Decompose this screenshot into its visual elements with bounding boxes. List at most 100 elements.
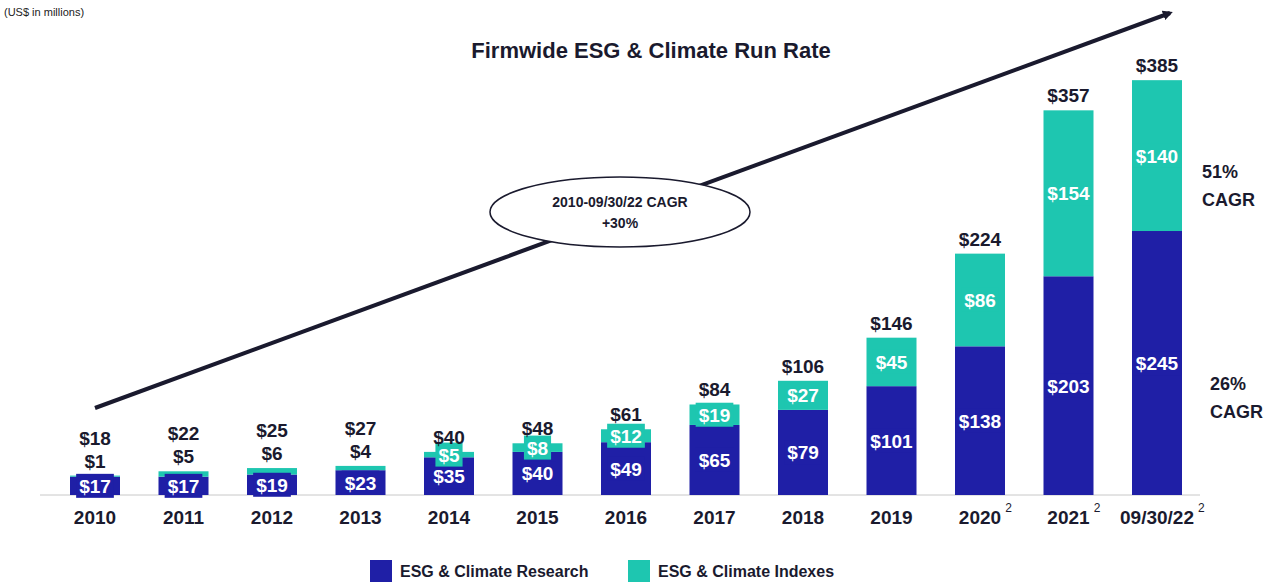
data-label: $1: [84, 451, 106, 472]
bar-segment: [867, 386, 917, 495]
annotation: +30%: [602, 215, 639, 231]
data-label-bg: [867, 429, 915, 453]
title: Firmwide ESG & Climate Run Rate: [471, 38, 830, 63]
data-label-bg: [430, 464, 468, 488]
data-label-group: $19: [253, 473, 291, 497]
data-label-group: $17: [76, 474, 114, 498]
data-label: $4: [350, 441, 372, 462]
total-label: $146: [870, 313, 912, 334]
data-label: $12: [610, 426, 642, 447]
data-label-bg: [1133, 351, 1181, 375]
bar-segment: [601, 442, 651, 495]
total-label: $84: [699, 379, 731, 400]
legend: ESG & Climate Research ESG & Climate Inde…: [370, 560, 834, 582]
footnote-marker: 2: [1198, 501, 1205, 515]
data-label-bg: [342, 471, 380, 495]
data-label-bg: [1044, 181, 1092, 205]
data-label: $245: [1136, 353, 1179, 374]
data-label: $140: [1136, 146, 1178, 167]
data-label-bg: [784, 440, 822, 464]
data-label-bg: [519, 461, 557, 485]
bar-segment: [1044, 276, 1094, 495]
bar-segment: [778, 381, 828, 410]
data-label: $101: [870, 431, 913, 452]
data-label-group: $35: [430, 464, 468, 488]
bar-segment: [1132, 80, 1182, 231]
total-label: $27: [345, 418, 377, 439]
x-tick-label: 2015: [516, 507, 559, 528]
data-label-bg: [607, 424, 645, 448]
data-label-bg: [696, 448, 734, 472]
bar-segment: [1132, 231, 1182, 495]
total-label: $22: [168, 423, 200, 444]
x-tick-label: 2013: [339, 507, 381, 528]
data-label: $86: [964, 290, 996, 311]
data-label-bg: [956, 409, 1004, 433]
data-label: $6: [261, 443, 282, 464]
data-label: $65: [699, 450, 731, 471]
data-label-group: $23: [342, 471, 380, 495]
bar-segment: [1044, 110, 1094, 276]
bar-segment: [336, 470, 386, 495]
data-label-group: $65: [696, 448, 734, 472]
x-tick-label: 2010: [74, 507, 116, 528]
bar-segment: [867, 338, 917, 386]
data-label-bg: [696, 403, 734, 427]
data-label: $49: [610, 459, 642, 480]
total-label: $40: [433, 427, 465, 448]
legend-label: ESG & Climate Research: [400, 563, 589, 580]
x-tick-label: 2012: [251, 507, 293, 528]
total-label: $385: [1136, 55, 1179, 76]
subtitle: (US$ in millions): [4, 6, 84, 18]
x-tick-label: 2021: [1047, 507, 1090, 528]
total-label: $357: [1047, 85, 1089, 106]
data-label: $23: [345, 473, 377, 494]
data-label-bg: [76, 474, 114, 498]
data-label: $203: [1047, 376, 1089, 397]
data-label: $154: [1047, 183, 1090, 204]
footnote-marker: 2: [1094, 501, 1101, 515]
data-label: $19: [256, 475, 288, 496]
legend-label: ESG & Climate Indexes: [658, 563, 834, 580]
legend-swatch: [370, 560, 392, 582]
annotation: CAGR: [1202, 190, 1255, 210]
total-label: $106: [782, 356, 824, 377]
data-label: $138: [959, 411, 1001, 432]
data-label: $5: [173, 446, 195, 467]
x-tick-label: 2017: [693, 507, 735, 528]
x-tick-label: 09/30/22: [1120, 507, 1194, 528]
data-label-group: $101: [867, 429, 915, 453]
data-label-bg: [1133, 144, 1181, 168]
annotation-ellipse: [490, 177, 750, 247]
chart: (US$ in millions) Firmwide ESG & Climate …: [0, 0, 1280, 585]
x-tick-label: 2011: [163, 507, 205, 528]
bar-segment: [955, 346, 1005, 495]
data-label: $35: [433, 466, 465, 487]
total-label: $18: [79, 428, 111, 449]
x-tick-label: 2019: [870, 507, 912, 528]
total-label: $61: [610, 404, 642, 425]
data-label-group: $17: [165, 474, 203, 498]
data-label-bg: [165, 474, 203, 498]
x-tick-label: 2014: [428, 507, 471, 528]
data-label-group: $86: [961, 288, 999, 312]
labels: $17$1$18$17$5$22$19$6$25$23$4$27$35$5$40…: [76, 55, 1181, 498]
bar-segment: [690, 425, 740, 495]
data-label-group: $45: [873, 350, 911, 374]
total-label: $25: [256, 420, 288, 441]
data-label-group: $40: [519, 461, 557, 485]
x-tick-label: 2020: [959, 507, 1001, 528]
x-tick-label: 2016: [605, 507, 647, 528]
bars: [70, 80, 1182, 495]
data-label: $17: [168, 476, 200, 497]
total-label: $48: [522, 418, 554, 439]
data-label-group: $138: [956, 409, 1004, 433]
bar-segment: [778, 410, 828, 495]
bar-segment: [336, 466, 386, 470]
data-label-bg: [253, 473, 291, 497]
data-label-group: $12: [607, 424, 645, 448]
bar-segment: [955, 254, 1005, 347]
data-label-group: $19: [696, 403, 734, 427]
total-label: $224: [959, 229, 1002, 250]
trend-arrow: [95, 13, 1170, 408]
